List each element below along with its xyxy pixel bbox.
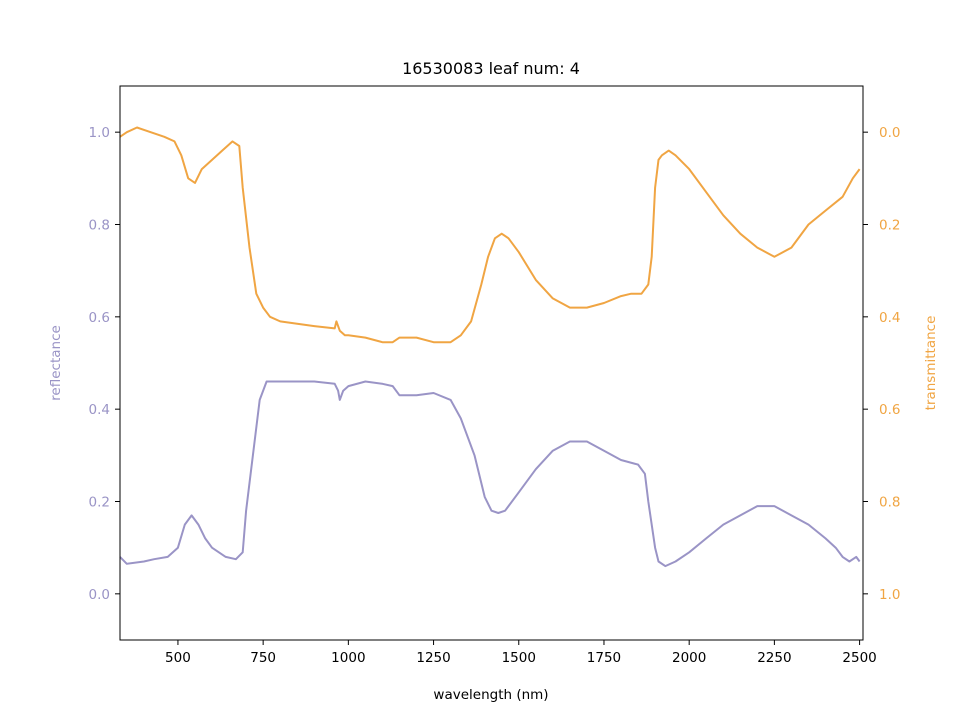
left-y-tick-label: 0.0 <box>89 587 110 603</box>
x-tick-label: 2000 <box>672 650 706 666</box>
right-y-axis-ticks: 0.0 0.2 0.4 0.6 0.8 1.0 <box>863 125 900 603</box>
left-y-axis-label: reflectance <box>48 325 64 401</box>
left-y-tick-label: 0.4 <box>89 402 110 418</box>
reflectance-series-line <box>119 380 861 568</box>
x-tick-label: 750 <box>250 650 276 666</box>
series-layer <box>119 126 861 568</box>
left-y-tick-label: 1.0 <box>89 125 110 141</box>
x-axis-ticks: 500 750 1000 1250 1500 1750 2000 2250 2500 <box>165 640 877 666</box>
x-tick-label: 1500 <box>502 650 536 666</box>
transmittance-series-line <box>119 126 861 344</box>
x-tick-label: 2500 <box>842 650 876 666</box>
right-y-tick-label: 1.0 <box>879 587 900 603</box>
chart-title: 16530083 leaf num: 4 <box>402 59 580 78</box>
left-y-tick-label: 0.8 <box>89 218 110 234</box>
x-tick-label: 1750 <box>587 650 621 666</box>
left-y-tick-label: 0.6 <box>89 310 110 326</box>
right-y-tick-label: 0.6 <box>879 402 900 418</box>
x-tick-label: 2250 <box>757 650 791 666</box>
x-tick-label: 500 <box>165 650 191 666</box>
left-y-tick-label: 0.2 <box>89 495 110 511</box>
x-tick-label: 1250 <box>416 650 450 666</box>
right-y-tick-label: 0.8 <box>879 495 900 511</box>
right-y-tick-label: 0.4 <box>879 310 900 326</box>
x-axis-label: wavelength (nm) <box>433 687 548 703</box>
x-tick-label: 1000 <box>331 650 365 666</box>
right-y-tick-label: 0.2 <box>879 218 900 234</box>
right-y-axis-label: transmittance <box>923 316 939 411</box>
left-y-axis-ticks: 0.0 0.2 0.4 0.6 0.8 1.0 <box>89 125 120 603</box>
right-y-tick-label: 0.0 <box>879 125 900 141</box>
plot-frame <box>119 85 864 641</box>
